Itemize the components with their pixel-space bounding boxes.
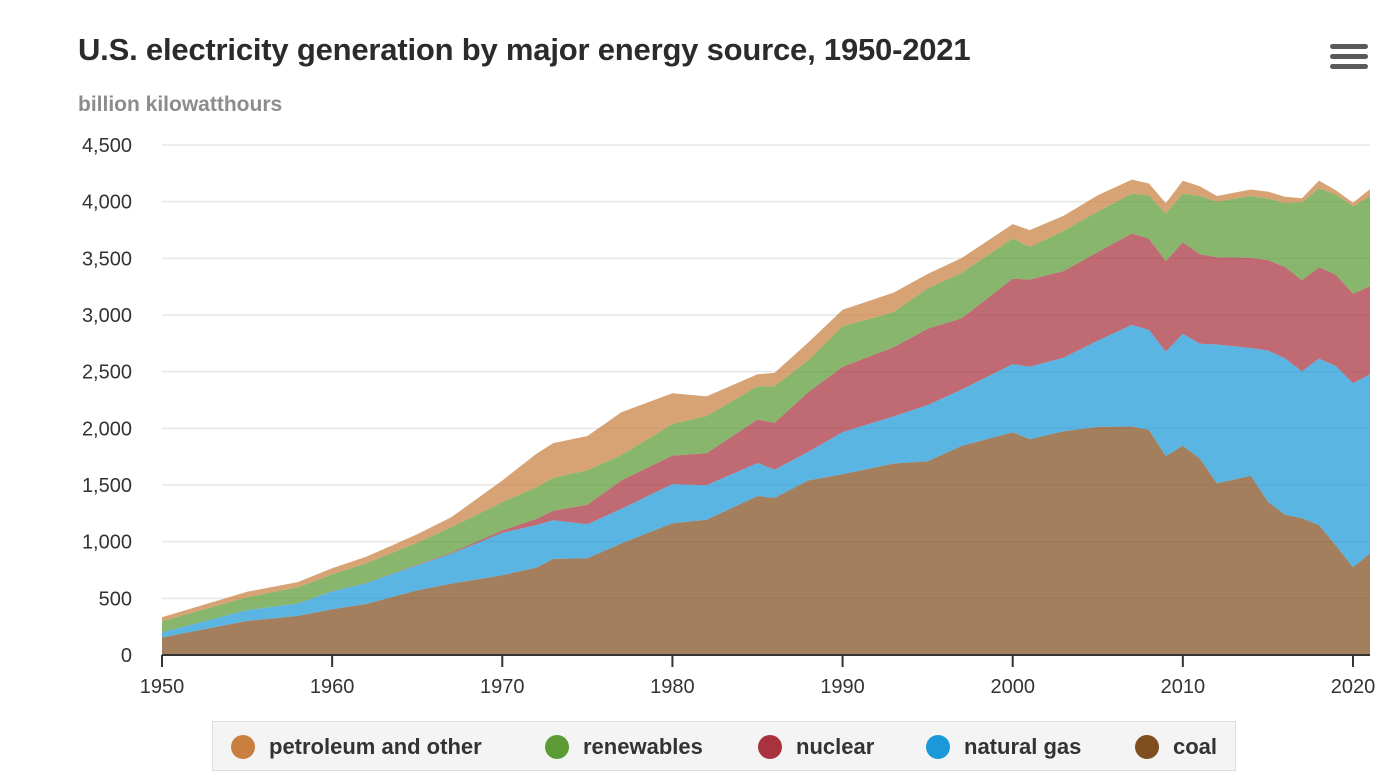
legend-swatch-natural-gas xyxy=(926,735,950,759)
x-tick-label: 1950 xyxy=(140,676,185,698)
y-tick-label: 3,500 xyxy=(82,248,132,270)
x-tick-label: 1970 xyxy=(480,676,525,698)
x-tick-label: 1990 xyxy=(820,676,865,698)
menu-bar xyxy=(1330,54,1368,59)
area-nuclear[interactable] xyxy=(162,233,1370,633)
legend-label: nuclear xyxy=(796,734,875,759)
legend-swatch-nuclear xyxy=(758,735,782,759)
x-tick-label: 2020 xyxy=(1331,676,1376,698)
chart-legend: petroleum and other renewables nuclear n… xyxy=(212,721,1236,771)
area-natural-gas[interactable] xyxy=(162,324,1370,638)
stacked-areas xyxy=(162,179,1370,656)
hamburger-menu-icon[interactable] xyxy=(1330,44,1368,78)
y-tick-label: 0 xyxy=(121,645,132,667)
menu-bar xyxy=(1330,64,1368,69)
y-axis-ticks: 0 500 1,000 1,500 2,000 2,500 3,000 3,500 4,000 4… xyxy=(82,135,132,667)
legend-item-renewables[interactable]: renewables xyxy=(545,722,703,772)
legend-item-petroleum[interactable]: petroleum and other xyxy=(231,722,482,772)
area-coal[interactable] xyxy=(162,426,1370,656)
legend-item-natural-gas[interactable]: natural gas xyxy=(926,722,1081,772)
y-tick-label: 1,000 xyxy=(82,532,132,554)
y-tick-label: 2,000 xyxy=(82,418,132,440)
y-tick-label: 4,000 xyxy=(82,192,132,214)
area-petroleum-and-other[interactable] xyxy=(162,179,1370,622)
legend-swatch-coal xyxy=(1135,735,1159,759)
area-chart: 0 500 1,000 1,500 2,000 2,500 3,000 3,500 4,000 4… xyxy=(82,135,1376,698)
y-tick-label: 500 xyxy=(99,588,132,610)
y-tick-label: 3,000 xyxy=(82,305,132,327)
chart-title: U.S. electricity generation by major ene… xyxy=(78,32,971,67)
legend-label: petroleum and other xyxy=(269,734,482,759)
y-tick-label: 2,500 xyxy=(82,362,132,384)
x-axis: 1950 1960 1970 1980 1990 2000 2010 2020 xyxy=(140,654,1376,698)
y-tick-label: 1,500 xyxy=(82,475,132,497)
legend-swatch-petroleum xyxy=(231,735,255,759)
legend-label: coal xyxy=(1173,734,1218,759)
legend-label: renewables xyxy=(583,734,703,759)
x-tick-label: 1980 xyxy=(650,676,695,698)
legend-swatch-renewables xyxy=(545,735,569,759)
legend-label: natural gas xyxy=(964,734,1082,759)
x-tick-label: 2000 xyxy=(990,676,1035,698)
x-tick-label: 1960 xyxy=(310,676,355,698)
legend-item-coal[interactable]: coal xyxy=(1135,722,1217,772)
x-tick-label: 2010 xyxy=(1161,676,1206,698)
y-tick-label: 4,500 xyxy=(82,135,132,157)
chart-subtitle: billion kilowatthours xyxy=(78,93,283,116)
menu-bar xyxy=(1330,44,1368,49)
area-renewables[interactable] xyxy=(162,188,1370,633)
legend-item-nuclear[interactable]: nuclear xyxy=(758,722,874,772)
